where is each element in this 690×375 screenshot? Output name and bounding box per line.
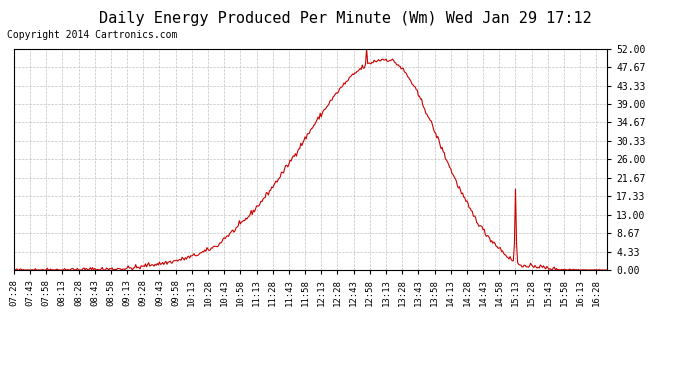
Text: Daily Energy Produced Per Minute (Wm) Wed Jan 29 17:12: Daily Energy Produced Per Minute (Wm) We… bbox=[99, 11, 591, 26]
Text: Copyright 2014 Cartronics.com: Copyright 2014 Cartronics.com bbox=[7, 30, 177, 40]
Text: Power Produced  (watts/minute): Power Produced (watts/minute) bbox=[464, 32, 640, 42]
